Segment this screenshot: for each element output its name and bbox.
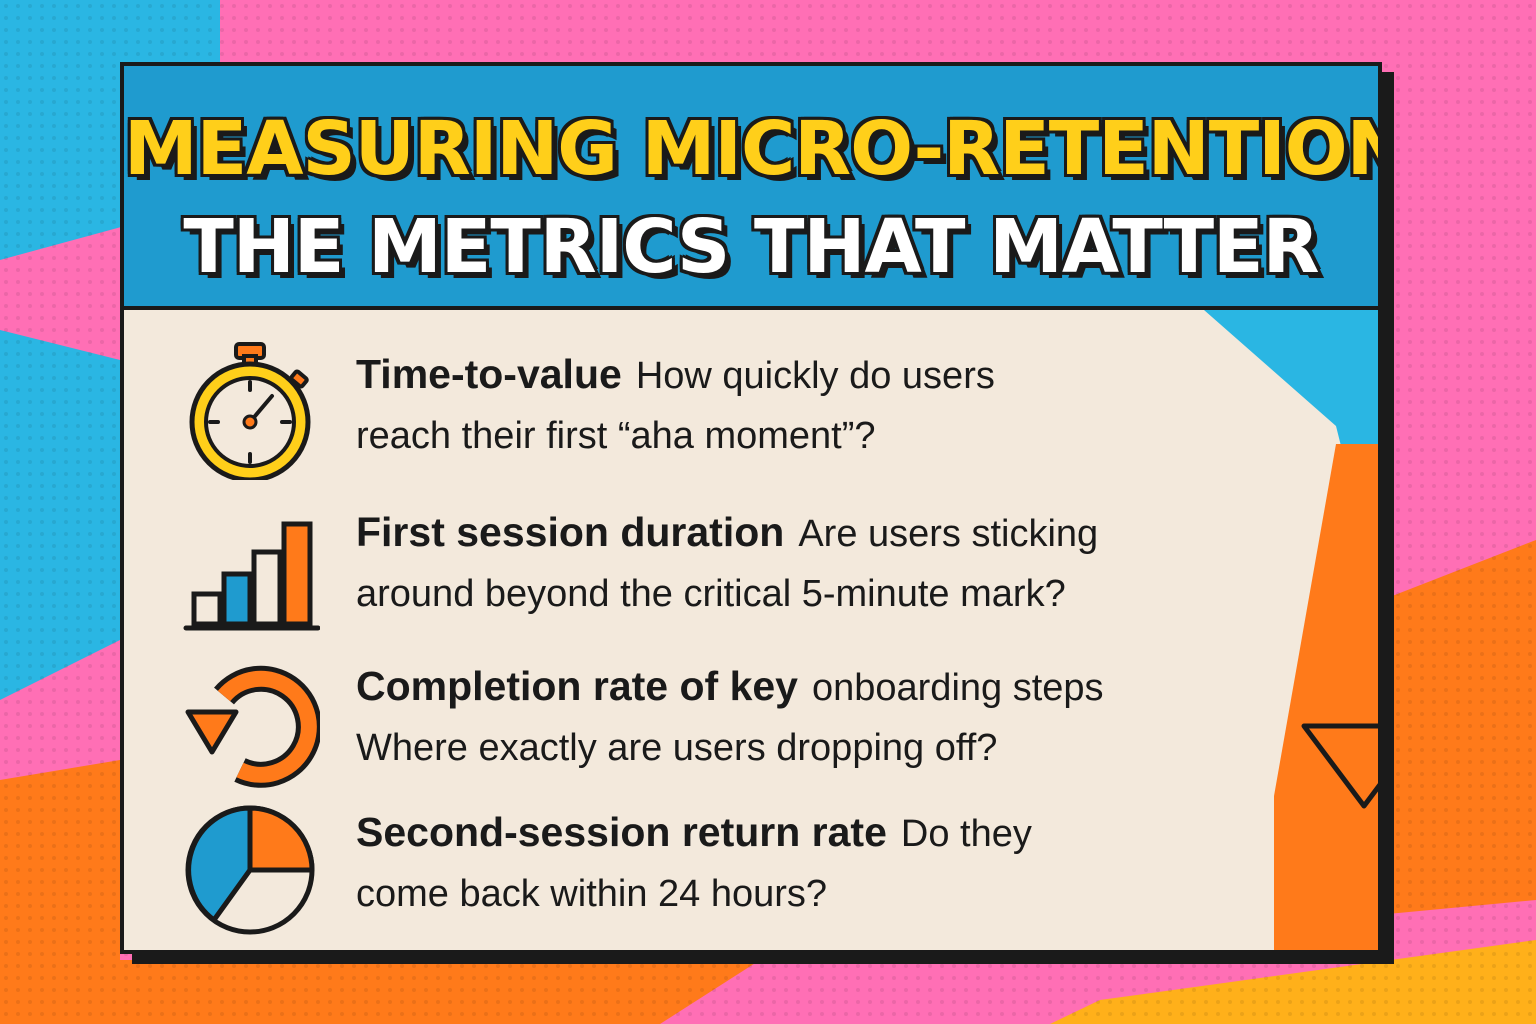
refresh-arrow-icon xyxy=(185,665,320,788)
metric-text: Second-session return rate Do they come b… xyxy=(356,802,1276,924)
metric-desc-line2: reach their first “aha moment”? xyxy=(356,415,876,457)
metric-desc-line1: Do they xyxy=(900,813,1032,855)
metric-title: Completion rate of key xyxy=(356,663,798,709)
card-decoration xyxy=(1204,310,1378,950)
metric-text: Time-to-value How quickly do users reach … xyxy=(356,344,1276,466)
bar-chart-icon xyxy=(183,521,320,631)
pie-chart-icon xyxy=(185,805,315,935)
metric-desc-line2: around beyond the critical 5-minute mark… xyxy=(356,573,1066,615)
header-banner: MEASURING MICRO-RETENTION: THE METRICS T… xyxy=(124,66,1378,310)
stopwatch-icon xyxy=(189,342,311,480)
metric-desc-line1: How quickly do users xyxy=(635,355,995,397)
down-arrow-icon xyxy=(1301,723,1378,809)
metric-title: Second-session return rate xyxy=(356,809,887,855)
page-title-line-2: THE METRICS THAT MATTER xyxy=(183,204,1319,290)
metric-desc-line1: Are users sticking xyxy=(798,513,1099,555)
metric-text: First session duration Are users sticking… xyxy=(356,502,1276,624)
metric-desc-line2: come back within 24 hours? xyxy=(356,873,828,915)
page-title-line-1: MEASURING MICRO-RETENTION: xyxy=(124,106,1382,192)
metric-desc-line2: Where exactly are users dropping off? xyxy=(356,727,998,769)
metric-text: Completion rate of key onboarding steps W… xyxy=(356,656,1276,778)
metric-title: Time-to-value xyxy=(356,351,622,397)
infographic-card: MEASURING MICRO-RETENTION: THE METRICS T… xyxy=(120,62,1382,954)
metric-title: First session duration xyxy=(356,509,785,555)
metric-desc-line1: onboarding steps xyxy=(811,667,1104,709)
